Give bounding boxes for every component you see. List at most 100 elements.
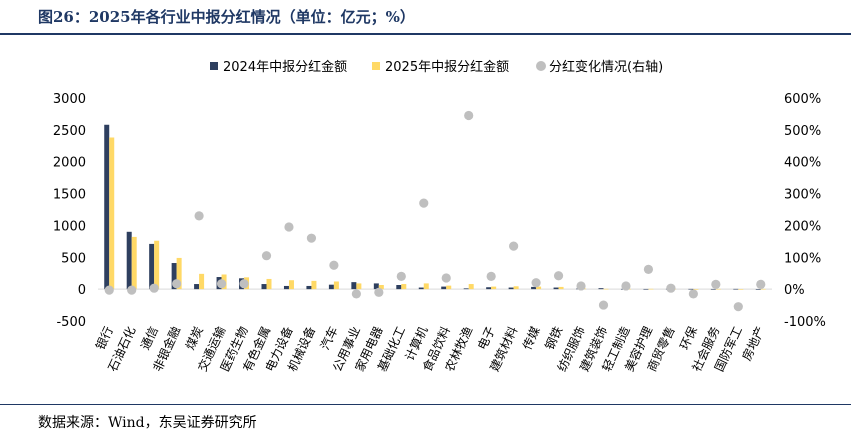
legend-label: 2024年中报分红金额 [223, 59, 347, 75]
bar-2024 [688, 288, 694, 290]
change-point [756, 279, 766, 289]
change-point [149, 283, 159, 293]
bar-2025 [154, 240, 160, 290]
left-tick-label: -500 [56, 315, 86, 330]
change-point [621, 281, 631, 291]
bar-2025 [131, 236, 137, 290]
change-point [688, 289, 698, 299]
left-tick-label: 500 [61, 251, 86, 266]
bar-2025 [513, 286, 519, 290]
bar-2025 [468, 284, 474, 290]
bar-2025 [603, 288, 609, 290]
bar-2024 [126, 231, 132, 290]
chart-canvas: 2024年中报分红金额 2025年中报分红金额 分红变化情况(右轴) -500 0 50… [53, 59, 826, 374]
left-tick-label: 2500 [53, 124, 86, 139]
source-divider [0, 404, 851, 405]
bar-2024 [104, 124, 110, 290]
bar-2024 [486, 287, 492, 290]
left-tick-label: 2000 [53, 156, 86, 171]
x-tick-label: 电子 [475, 324, 498, 352]
bar-2025 [491, 286, 497, 290]
bar-2024 [194, 284, 200, 290]
change-point [576, 281, 586, 291]
bar-2024 [306, 285, 312, 290]
right-tick-label: 200% [784, 219, 821, 234]
change-point [261, 251, 272, 261]
bar-2025 [423, 283, 429, 290]
legend-swatch [210, 62, 218, 70]
bar-2024 [733, 288, 739, 290]
right-tick-label: 300% [784, 188, 821, 203]
x-tick-label: 传媒 [519, 324, 543, 352]
right-y-axis: -100% 0% 100% 200% 300% 400% 500% 600% [784, 92, 826, 330]
bar-2025 [311, 280, 317, 290]
chart-legend: 2024年中报分红金额 2025年中报分红金额 分红变化情况(右轴) [210, 59, 663, 75]
bar-2024 [463, 288, 469, 290]
scatter-series [104, 110, 766, 312]
bar-2024 [441, 286, 447, 290]
figure-title: 图26：2025年各行业中报分红情况（单位：亿元；%） [38, 8, 415, 26]
right-tick-label: 500% [784, 124, 821, 139]
bar-2025 [693, 289, 699, 290]
bar-2024 [261, 284, 267, 290]
change-point [306, 233, 317, 243]
bar-2025 [536, 286, 542, 290]
change-point [216, 279, 227, 289]
change-point [509, 241, 519, 251]
bar-2024 [598, 288, 604, 290]
change-point [194, 211, 204, 221]
change-point [733, 302, 743, 312]
bar-2024 [171, 263, 177, 290]
change-point [643, 264, 654, 274]
change-point [284, 222, 294, 232]
bar-2025 [760, 288, 766, 290]
bar-2024 [553, 287, 559, 290]
bar-2024 [373, 283, 379, 290]
change-point [553, 271, 564, 281]
left-y-axis: -500 0 500 1000 1500 2000 2500 3000 [53, 92, 86, 330]
bar-2024 [283, 285, 289, 290]
change-point [239, 279, 249, 289]
change-point [486, 271, 496, 281]
bar-2024 [508, 287, 514, 290]
bar-2025 [176, 257, 182, 290]
bar-2025 [401, 284, 407, 290]
change-point [104, 285, 114, 295]
bar-2024 [643, 288, 649, 290]
bar-2025 [199, 273, 205, 290]
bar-2024 [418, 287, 424, 290]
right-tick-label: 600% [784, 92, 821, 107]
change-point [172, 279, 182, 289]
change-point [464, 110, 474, 121]
bar-2024 [328, 284, 334, 290]
left-tick-label: 1500 [53, 188, 86, 203]
bar-2025 [738, 289, 744, 290]
bar-2025 [715, 288, 721, 290]
bar-2025 [288, 280, 294, 290]
bar-2025 [333, 281, 339, 290]
change-point [329, 260, 339, 270]
bar-2024 [149, 243, 155, 290]
title-divider [0, 33, 851, 35]
change-point [396, 271, 406, 281]
right-tick-label: 0% [784, 283, 805, 298]
right-tick-label: 400% [784, 156, 821, 171]
x-tick-label: 钢铁 [542, 324, 565, 352]
bar-2025 [378, 285, 384, 290]
legend-label: 分红变化情况(右轴) [549, 59, 663, 75]
x-tick-label: 通信 [138, 324, 161, 352]
source-note: 数据来源：Wind，东吴证券研究所 [38, 415, 257, 431]
bar-2024 [351, 282, 357, 290]
x-tick-label: 环保 [677, 324, 700, 352]
bar-2024 [531, 286, 537, 290]
change-point [441, 273, 451, 283]
left-tick-label: 3000 [53, 92, 86, 107]
bar-2024 [396, 285, 402, 290]
legend-swatch [536, 61, 546, 71]
bar-series [104, 124, 766, 290]
legend-label: 2025年中报分红金额 [385, 59, 509, 75]
change-point [531, 278, 541, 288]
legend-swatch [372, 62, 380, 70]
x-tick-label: 汽车 [317, 324, 341, 352]
